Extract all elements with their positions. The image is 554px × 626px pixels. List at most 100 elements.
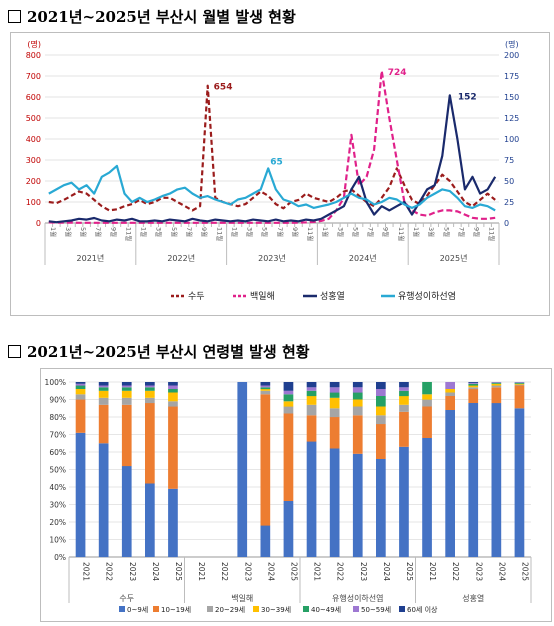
bar-segment [399, 382, 409, 388]
bar-segment [468, 389, 479, 403]
right-tick-label: 200 [504, 51, 519, 60]
bar-segment [399, 446, 409, 558]
bar-segment [468, 383, 479, 386]
series-line-2 [48, 94, 497, 224]
bar-segment [260, 525, 271, 557]
y-tick-label: 90% [49, 396, 66, 405]
month-tick-label: 5월 [170, 227, 179, 237]
legend-label: 20~29세 [215, 605, 245, 614]
bar-segment [352, 382, 363, 388]
month-tick-label: 5월 [79, 227, 88, 237]
month-tick-label: 9월 [291, 227, 300, 237]
x-tick-label: 2021 [197, 562, 206, 581]
left-tick-label: 100 [26, 198, 41, 207]
month-tick-label: 1월 [49, 227, 58, 237]
bar-segment [168, 382, 178, 386]
bar-segment [260, 382, 271, 386]
series-line-1 [48, 69, 496, 224]
bar-segment [445, 410, 455, 557]
legend-swatch [153, 606, 159, 612]
bar-segment [491, 382, 502, 383]
month-tick-label: 7월 [367, 227, 376, 237]
bar-segment [145, 382, 155, 386]
bar-segment [306, 441, 317, 557]
y-tick-label: 70% [49, 431, 66, 440]
bar-segment [283, 501, 294, 557]
legend-label: 60세 이상 [407, 605, 438, 614]
bar-segment [445, 396, 455, 410]
month-tick-label: 7월 [94, 227, 103, 237]
left-tick-label: 600 [26, 93, 41, 102]
group-label: 수두 [119, 594, 134, 603]
bar-segment [514, 385, 525, 409]
month-tick-label: 7월 [457, 227, 466, 237]
bar-segment [329, 408, 340, 418]
bar-segment [514, 382, 525, 384]
legend-swatch [303, 606, 309, 612]
x-tick-label: 2022 [220, 562, 229, 581]
x-tick-label: 2024 [497, 562, 506, 581]
bar-segment [329, 448, 340, 557]
legend-swatch [253, 606, 259, 612]
legend-label: 50~59세 [361, 605, 391, 614]
bar-segment [376, 459, 386, 557]
month-tick-label: 5월 [442, 227, 451, 237]
year-label: 2022년 [167, 253, 195, 263]
bar-segment [376, 396, 386, 407]
month-tick-label: 11월 [488, 227, 497, 241]
bar-segment [352, 406, 363, 416]
bar-segment [376, 382, 386, 389]
x-tick-label: 2025 [174, 562, 183, 581]
bar-segment [121, 397, 132, 405]
year-label: 2025년 [440, 253, 468, 263]
legend-label: 성홍열 [320, 290, 345, 302]
bar-segment [306, 396, 317, 405]
x-tick-label: 2022 [105, 562, 114, 581]
bar-segment [98, 397, 109, 405]
bar-segment [399, 411, 409, 447]
y-tick-label: 30% [49, 501, 66, 510]
y-tick-label: 0% [54, 553, 66, 562]
bar-segment [399, 396, 409, 405]
legend-label: 30~39세 [261, 605, 291, 614]
bar-segment [468, 382, 479, 383]
bar-segment [75, 432, 86, 558]
legend-swatch [207, 606, 213, 612]
bar-segment [376, 415, 386, 425]
x-tick-label: 2025 [289, 562, 298, 581]
bar-segment [121, 382, 132, 386]
bar-segment [168, 406, 178, 489]
bar-segment [422, 394, 432, 400]
series-line-0 [48, 84, 496, 212]
age-stacked-bar-chart: 0% 10% 20% 30% 40% 50% 60% 70% 80% 90% 100% 2021 202… [45, 378, 532, 614]
x-tick-label: 2025 [520, 562, 529, 581]
bar-segment [329, 397, 340, 409]
month-tick-label: 9월 [200, 227, 209, 237]
left-tick-label: 300 [26, 156, 41, 165]
bar-segment [491, 382, 502, 384]
legend-swatch [353, 606, 359, 612]
monthly-heading: 2021년~2025년 부산시 월별 발생 현황 [8, 6, 296, 27]
x-tick-label: 2023 [243, 562, 252, 581]
bar-segment [468, 385, 479, 388]
bar-segment [75, 389, 86, 395]
bar-segment [422, 382, 432, 395]
left-tick-label: 200 [26, 177, 41, 186]
bar-segment [145, 390, 155, 398]
bar-segment [445, 392, 455, 396]
bar-segment [329, 392, 340, 398]
month-tick-label: 3월 [246, 227, 255, 237]
bar-segment [168, 488, 178, 558]
y-tick-label: 10% [49, 536, 66, 545]
month-tick-label: 11월 [397, 227, 406, 241]
left-tick-label: 0 [36, 219, 41, 228]
bar-segment [75, 385, 86, 389]
bar-segment [283, 394, 294, 402]
bar-segment [75, 394, 86, 400]
legend-label: 유행성이하선염 [398, 290, 456, 302]
left-tick-label: 400 [26, 135, 41, 144]
monthly-line-chart: (명) (명) 0 100 200 300 400 500 600 700 800 0 25 50 75 10… [26, 39, 520, 302]
peak-annotation: 152 [458, 92, 477, 102]
age-heading-text: 2021년~2025년 부산시 연령별 발생 현황 [27, 343, 310, 361]
bar-segment [237, 382, 248, 557]
